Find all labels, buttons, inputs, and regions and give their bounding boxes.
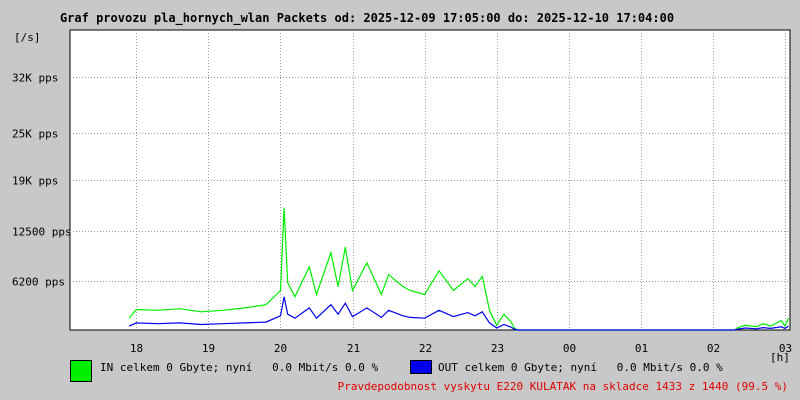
x-tick-label: 21 — [347, 342, 360, 355]
legend-in-text: IN celkem 0 Gbyte; nyní 0.0 Mbit/s 0.0 % — [100, 361, 379, 374]
legend-in-swatch — [70, 360, 92, 382]
x-tick-label: 00 — [563, 342, 576, 355]
x-tick-label: 18 — [130, 342, 143, 355]
x-tick-label: 01 — [635, 342, 648, 355]
chart-title: Graf provozu pla_hornych_wlan Packets od… — [59, 11, 675, 25]
x-tick-label: 03 — [779, 342, 792, 355]
x-tick-label: 19 — [202, 342, 215, 355]
series-line-out — [128, 296, 789, 331]
legend-out-text: OUT celkem 0 Gbyte; nyní 0.0 Mbit/s 0.0 … — [438, 361, 723, 374]
series-layer — [128, 207, 790, 331]
axis-layer: 1819202122230001020304050607080910111213… — [12, 31, 792, 364]
grid — [70, 30, 790, 330]
y-tick-label: 12500 pps — [12, 226, 72, 239]
x-axis-label: [h] — [770, 351, 790, 364]
series-line-in — [128, 207, 790, 331]
footnote: Pravdepodobnost vyskytu E220 KULATAK na … — [337, 380, 788, 393]
legend-out-swatch — [410, 360, 432, 374]
x-tick-label: 22 — [419, 342, 432, 355]
x-tick-label: 23 — [491, 342, 504, 355]
x-tick-label: 20 — [274, 342, 287, 355]
y-tick-label: 32K pps — [12, 72, 58, 85]
y-tick-label: 19K pps — [12, 175, 58, 188]
y-axis-label: [/s] — [14, 31, 41, 44]
y-tick-label: 25K pps — [12, 128, 58, 141]
y-tick-label: 6200 pps — [12, 276, 65, 289]
x-tick-label: 02 — [707, 342, 720, 355]
